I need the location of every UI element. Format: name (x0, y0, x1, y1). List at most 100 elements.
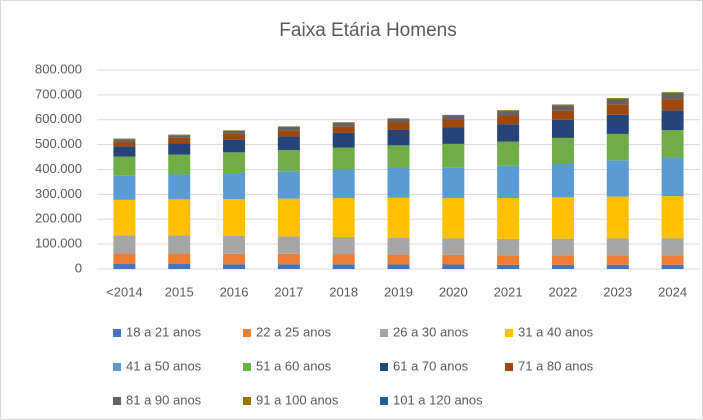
bar-segment (551, 137, 574, 164)
bar-segment (606, 264, 629, 269)
bar-segment (223, 264, 246, 269)
bar-segment (387, 145, 410, 169)
bar-segment (113, 156, 136, 176)
bar-segment (223, 139, 246, 153)
legend-label: 91 a 100 anos (256, 392, 339, 407)
bar-segment (277, 126, 300, 131)
y-tick-label: 100.000 (35, 236, 82, 251)
y-tick-label: 300.000 (35, 186, 82, 201)
bar-segment (223, 172, 246, 200)
bar-segment (332, 122, 355, 127)
bar-segment (606, 98, 629, 99)
bar-segment (497, 124, 520, 142)
bar-segment (606, 255, 629, 265)
bar-segment (442, 127, 465, 144)
bar-segment (497, 165, 520, 199)
bar-segment (551, 105, 574, 111)
bar-segment (661, 92, 684, 100)
bar-segment (277, 198, 300, 237)
bar-segment (223, 253, 246, 265)
x-tick-label: <2014 (106, 284, 143, 299)
bar-segment (661, 157, 684, 197)
legend-swatch (113, 363, 121, 371)
bar-segment (113, 141, 136, 147)
x-tick-label: 2020 (439, 284, 468, 299)
legend-label: 61 a 70 anos (393, 358, 469, 373)
bar-segment (497, 141, 520, 166)
legend-label: 31 a 40 anos (518, 324, 594, 339)
bar-segment (442, 115, 465, 120)
legend-swatch (243, 363, 251, 371)
legend-label: 41 a 50 anos (126, 358, 202, 373)
bar-segment (497, 111, 520, 116)
bar-segment (277, 171, 300, 199)
x-tick-label: 2016 (220, 284, 249, 299)
bar-segment (223, 235, 246, 254)
legend-label: 22 a 25 anos (256, 324, 332, 339)
bar-segment (168, 135, 191, 138)
bar-segment (442, 198, 465, 239)
bar-segment (277, 253, 300, 265)
bar-segment (113, 235, 136, 254)
bar-segment (277, 150, 300, 172)
bar-segment (606, 196, 629, 239)
x-tick-label: 2018 (329, 284, 358, 299)
x-tick-label: 2022 (548, 284, 577, 299)
bar-segment (332, 132, 355, 148)
bar-segment (113, 264, 136, 269)
bar-segment (223, 199, 246, 236)
bar-segment (223, 130, 246, 134)
bar-segment (387, 118, 410, 123)
bar-segment (332, 236, 355, 255)
bar-segment (223, 152, 246, 173)
bar-segment (497, 110, 520, 112)
bar-segment (497, 264, 520, 269)
bar-segment (551, 255, 574, 265)
legend-label: 18 a 21 anos (126, 324, 202, 339)
bar-segment (387, 237, 410, 255)
bar-segment (113, 199, 136, 236)
bar-segment (387, 197, 410, 238)
bar-segment (661, 99, 684, 111)
bar-segment (661, 255, 684, 265)
bar-segment (168, 143, 191, 155)
bar-segment (168, 253, 191, 265)
bar-segment (168, 137, 191, 144)
legend-swatch (243, 397, 251, 405)
bar-segment (168, 174, 191, 200)
bar-segment (551, 119, 574, 138)
bar-segment (551, 238, 574, 256)
bar-segment (551, 197, 574, 239)
bar-segment (168, 154, 191, 175)
bar-segment (661, 264, 684, 269)
bar-segment (332, 198, 355, 237)
bar-segment (168, 199, 191, 236)
legend-label: 71 a 80 anos (518, 358, 594, 373)
legend-swatch (113, 329, 121, 337)
legend-swatch (505, 363, 513, 371)
chart-title: Faixa Etária Homens (279, 20, 456, 41)
bar-segment (661, 92, 684, 93)
y-tick-label: 200.000 (35, 211, 82, 226)
bar-segment (442, 254, 465, 265)
bar-segment (387, 168, 410, 198)
bar-segment (606, 104, 629, 115)
bar-segment (661, 238, 684, 256)
bar-segment (442, 264, 465, 269)
bar-segment (606, 114, 629, 134)
bar-segment (277, 136, 300, 151)
bar-segment (113, 139, 136, 142)
bar-segment (277, 264, 300, 269)
bar-segment (551, 163, 574, 198)
legend-swatch (380, 397, 388, 405)
bar-segment (606, 160, 629, 197)
y-tick-label: 600.000 (35, 111, 82, 126)
bar-segment (606, 98, 629, 105)
bar-segment (551, 104, 574, 106)
y-tick-label: 400.000 (35, 161, 82, 176)
legend-swatch (380, 329, 388, 337)
bar-segment (168, 264, 191, 269)
y-tick-label: 0 (75, 260, 82, 275)
bar-segment (168, 235, 191, 254)
